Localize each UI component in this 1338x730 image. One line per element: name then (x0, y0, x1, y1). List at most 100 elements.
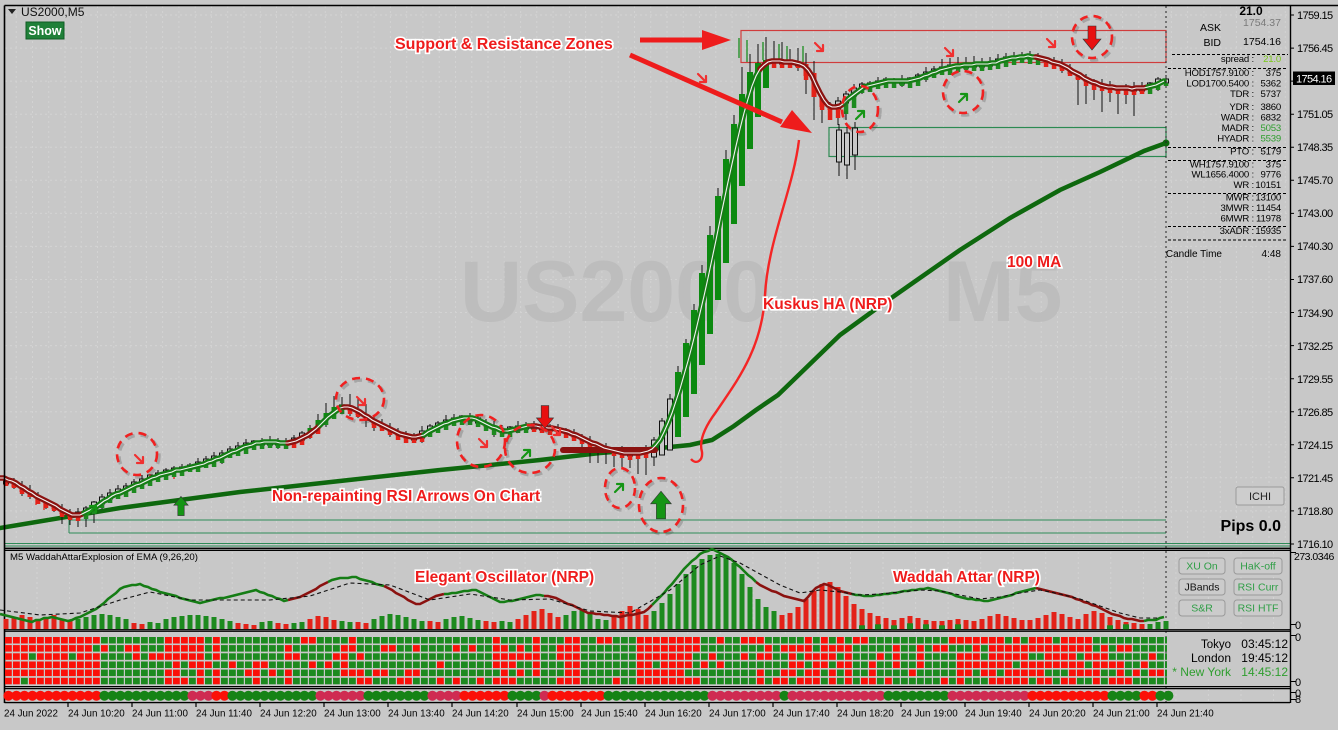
svg-text:ICHI: ICHI (1249, 491, 1271, 503)
svg-text:1740.30: 1740.30 (1297, 241, 1333, 253)
svg-text:HaK-off: HaK-off (1240, 561, 1275, 573)
svg-text:24 Jun 12:20: 24 Jun 12:20 (260, 709, 317, 720)
svg-text:RSI Curr: RSI Curr (1238, 582, 1279, 594)
svg-text:1721.45: 1721.45 (1297, 473, 1333, 485)
svg-text:Tokyo: Tokyo (1201, 639, 1231, 651)
svg-text:1732.25: 1732.25 (1297, 341, 1333, 353)
svg-text:24 Jun 11:00: 24 Jun 11:00 (132, 709, 188, 720)
svg-text:1734.90: 1734.90 (1297, 308, 1333, 320)
svg-text:5539: 5539 (1260, 134, 1281, 145)
svg-text:4:48: 4:48 (1262, 249, 1282, 260)
svg-text:Waddah Attar (NRP): Waddah Attar (NRP) (893, 569, 1040, 586)
svg-text:Pips 0.0: Pips 0.0 (1221, 518, 1282, 535)
svg-text:24 Jun 13:00: 24 Jun 13:00 (324, 709, 381, 720)
svg-text:1726.85: 1726.85 (1297, 407, 1333, 419)
svg-text:5053: 5053 (1260, 123, 1281, 134)
svg-text:spread :: spread : (1221, 54, 1254, 65)
svg-text:1718.80: 1718.80 (1297, 506, 1333, 518)
svg-text:1743.00: 1743.00 (1297, 208, 1333, 220)
svg-text:15935: 15935 (1255, 226, 1281, 237)
svg-text:24 Jun 18:20: 24 Jun 18:20 (837, 709, 894, 720)
svg-text:1745.70: 1745.70 (1297, 175, 1333, 187)
svg-text:0: 0 (1295, 677, 1301, 689)
svg-text:WH1757.9100 :: WH1757.9100 : (1190, 160, 1254, 171)
svg-text:24 Jun 17:40: 24 Jun 17:40 (773, 709, 830, 720)
svg-text:24 Jun 17:00: 24 Jun 17:00 (709, 709, 766, 720)
svg-text:24 Jun 19:00: 24 Jun 19:00 (901, 709, 958, 720)
svg-text:11978: 11978 (1256, 214, 1281, 225)
svg-text:S&R: S&R (1191, 603, 1213, 615)
svg-text:Support & Resistance Zones: Support & Resistance Zones (395, 36, 613, 53)
svg-text:5179: 5179 (1260, 147, 1281, 158)
svg-text:5737: 5737 (1260, 89, 1281, 100)
svg-text:Kuskus HA (NRP): Kuskus HA (NRP) (763, 296, 892, 313)
svg-text:100 MA: 100 MA (1007, 254, 1061, 271)
svg-text:1748.35: 1748.35 (1297, 142, 1333, 154)
svg-text:US2000,M5: US2000,M5 (21, 5, 85, 19)
svg-text:24 Jun 15:00: 24 Jun 15:00 (517, 709, 574, 720)
svg-text:24 Jun 13:40: 24 Jun 13:40 (388, 709, 445, 720)
svg-text:1759.15: 1759.15 (1297, 10, 1333, 22)
svg-text:11454: 11454 (1256, 203, 1282, 214)
svg-text:9776: 9776 (1260, 170, 1281, 181)
svg-text:21.0: 21.0 (1263, 54, 1281, 65)
svg-text:1724.15: 1724.15 (1297, 440, 1333, 452)
svg-text:3xADR :: 3xADR : (1220, 226, 1254, 237)
svg-text:WADR :: WADR : (1221, 113, 1254, 124)
svg-text:273.0346: 273.0346 (1294, 551, 1334, 563)
svg-text:1754.37: 1754.37 (1243, 17, 1281, 29)
svg-text:MADR :: MADR : (1222, 123, 1254, 134)
svg-text:M5 WaddahAttarExplosion of EMA: M5 WaddahAttarExplosion of EMA (9,26,20) (10, 552, 198, 563)
svg-text:1754.16: 1754.16 (1243, 36, 1281, 48)
svg-text:YDR :: YDR : (1229, 102, 1254, 113)
svg-text:London: London (1191, 651, 1231, 665)
svg-text:10151: 10151 (1255, 180, 1281, 191)
svg-text:Non-repainting RSI Arrows On C: Non-repainting RSI Arrows On Chart (272, 488, 540, 505)
svg-text:1756.45: 1756.45 (1297, 43, 1333, 55)
svg-text:5362: 5362 (1260, 79, 1281, 90)
svg-text:0: 0 (1295, 688, 1301, 700)
svg-text:1754.16: 1754.16 (1296, 74, 1332, 86)
svg-text:1716.10: 1716.10 (1297, 539, 1333, 551)
svg-text:PTO :: PTO : (1230, 147, 1254, 158)
svg-text:TDR :: TDR : (1230, 89, 1254, 100)
svg-text:MWR :: MWR : (1226, 193, 1254, 204)
svg-text:1737.60: 1737.60 (1297, 274, 1333, 286)
svg-text:HOD1757.9100 :: HOD1757.9100 : (1185, 68, 1254, 79)
svg-text:24 Jun 16:20: 24 Jun 16:20 (645, 709, 702, 720)
svg-text:WL1656.4000 :: WL1656.4000 : (1192, 170, 1254, 181)
svg-text:XU On: XU On (1186, 561, 1218, 573)
svg-text:24 Jun 21:00: 24 Jun 21:00 (1093, 709, 1150, 720)
svg-text:RSI HTF: RSI HTF (1238, 603, 1279, 615)
svg-text:375: 375 (1266, 68, 1281, 79)
svg-text:3860: 3860 (1260, 102, 1281, 113)
svg-text:24 Jun 10:20: 24 Jun 10:20 (68, 709, 125, 720)
svg-text:14:45:12: 14:45:12 (1241, 665, 1288, 679)
svg-text:24 Jun 20:20: 24 Jun 20:20 (1029, 709, 1086, 720)
svg-text:13100: 13100 (1255, 193, 1281, 204)
svg-text:3MWR :: 3MWR : (1221, 203, 1254, 214)
svg-text:M5: M5 (943, 244, 1062, 340)
svg-text:24 Jun 15:40: 24 Jun 15:40 (581, 709, 638, 720)
svg-text:1751.05: 1751.05 (1297, 109, 1333, 121)
svg-text:24 Jun 19:40: 24 Jun 19:40 (965, 709, 1022, 720)
svg-text:19:45:12: 19:45:12 (1241, 651, 1288, 665)
svg-text:JBands: JBands (1184, 582, 1219, 594)
svg-text:* New York: * New York (1172, 665, 1232, 679)
svg-text:ASK: ASK (1200, 22, 1221, 34)
svg-text:0: 0 (1295, 632, 1301, 644)
svg-text:375: 375 (1266, 160, 1281, 171)
svg-text:6MWR :: 6MWR : (1221, 214, 1254, 225)
svg-text:Elegant Oscillator (NRP): Elegant Oscillator (NRP) (415, 569, 594, 586)
svg-text:6832: 6832 (1260, 113, 1281, 124)
svg-text:1729.55: 1729.55 (1297, 374, 1333, 386)
svg-text:24 Jun 11:40: 24 Jun 11:40 (196, 709, 252, 720)
svg-text:24 Jun 2022: 24 Jun 2022 (4, 709, 58, 720)
svg-text:8: 8 (1295, 694, 1301, 706)
svg-text:03:45:12: 03:45:12 (1241, 637, 1288, 651)
svg-text:21.0: 21.0 (1239, 4, 1263, 18)
svg-text:BID: BID (1203, 37, 1221, 49)
svg-text:HYADR :: HYADR : (1217, 134, 1254, 145)
svg-text:24 Jun 21:40: 24 Jun 21:40 (1157, 709, 1214, 720)
svg-text:0: 0 (1295, 620, 1301, 632)
